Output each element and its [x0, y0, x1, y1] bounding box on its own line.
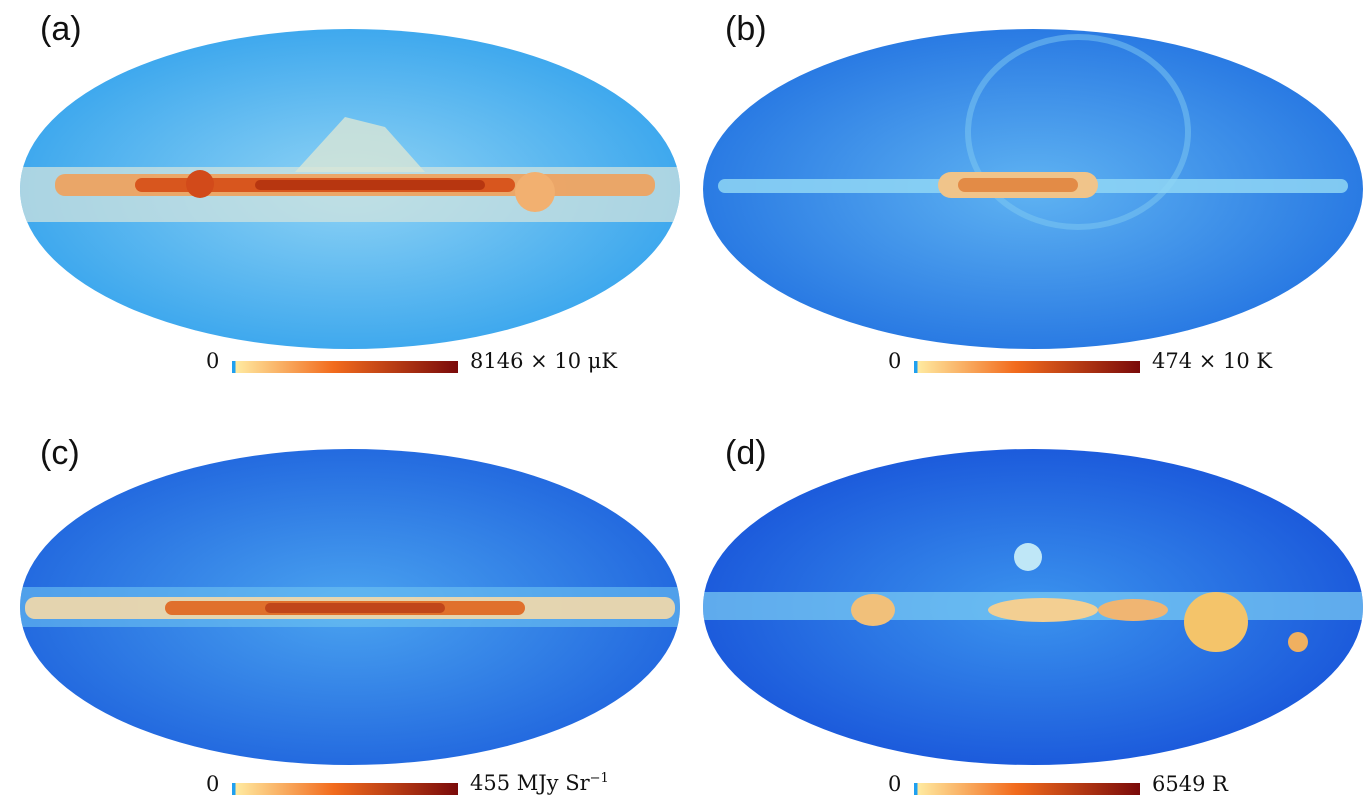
sky-map-d [703, 449, 1363, 765]
colorbar-c [232, 783, 458, 795]
colorbar-max-a: 8146 × 10 μK [470, 349, 618, 373]
colorbar-d [914, 783, 1140, 795]
panel-label-b: (b) [725, 10, 767, 48]
colorbar-min-b: 0 [888, 349, 902, 373]
colorbar-b [914, 361, 1140, 373]
colorbar-a [232, 361, 458, 373]
colorbar-min-a: 0 [206, 349, 220, 373]
panel-label-d: (d) [725, 434, 767, 472]
colorbar-max-c-exponent: −1 [589, 771, 609, 786]
colorbar-max-c-text: 455 MJy Sr [470, 771, 590, 795]
colorbar-min-d: 0 [888, 772, 902, 796]
sky-map-a [20, 29, 680, 349]
colorbar-min-c: 0 [206, 772, 220, 796]
colorbar-max-b: 474 × 10 K [1152, 349, 1273, 373]
colorbar-max-d: 6549 R [1152, 772, 1228, 796]
sky-map-b [703, 29, 1363, 349]
panel-label-c: (c) [40, 434, 80, 472]
sky-map-c [20, 449, 680, 765]
colorbar-max-c: 455 MJy Sr−1 [470, 772, 609, 794]
panel-label-a: (a) [40, 10, 82, 48]
